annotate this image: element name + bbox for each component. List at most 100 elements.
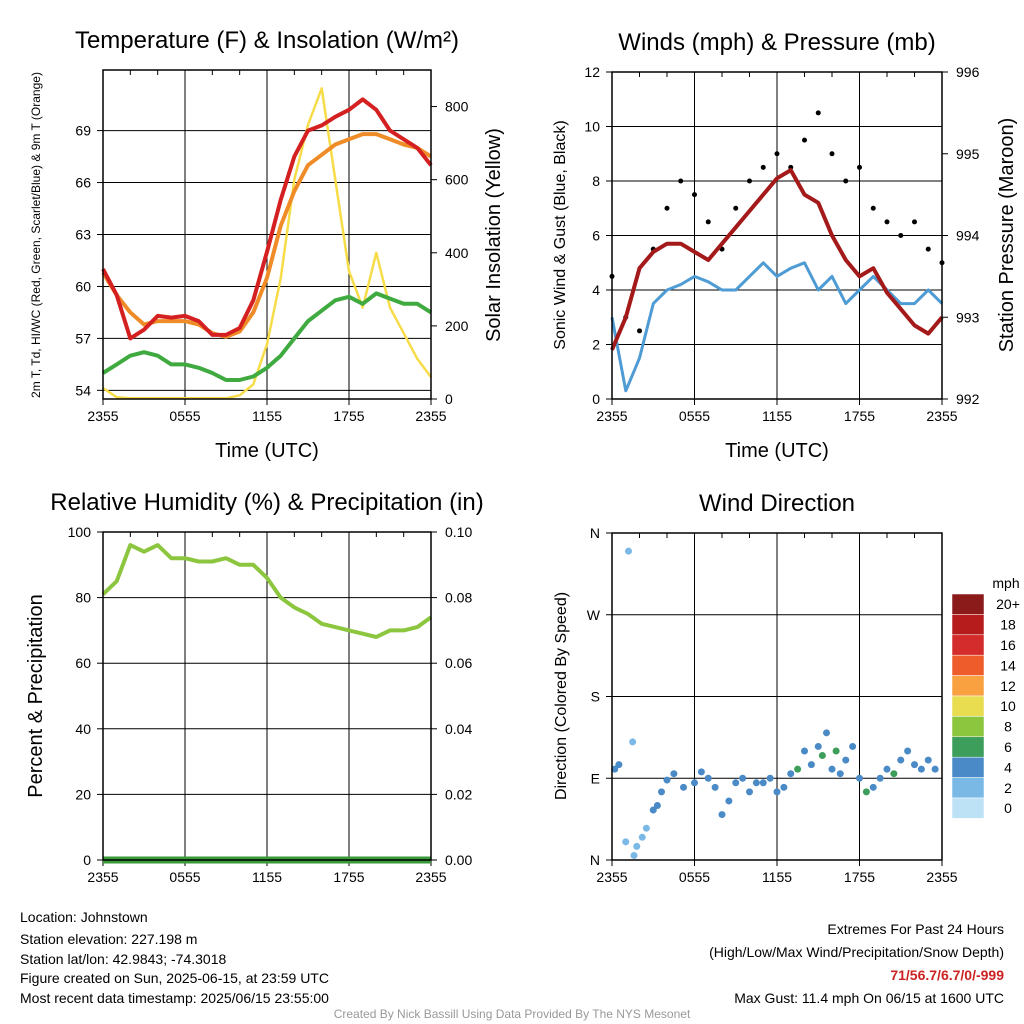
x-tick-label: 1155: [762, 408, 792, 424]
gust-point: [637, 328, 642, 334]
chart-title: Relative Humidity (%) & Precipitation (i…: [50, 489, 483, 516]
footer-elevation: Station elevation: 227.198 m: [20, 931, 198, 947]
direction-point: [633, 842, 641, 850]
legend-swatch: [951, 675, 985, 697]
x-tick-label: 1155: [252, 869, 282, 885]
series-line: [101, 291, 433, 382]
plot-border: [102, 69, 432, 400]
y-tick-label: W: [587, 607, 601, 623]
y-axis-label: Direction (Colored By Speed): [553, 592, 570, 800]
extremes-description: (High/Low/Max Wind/Precipitation/Snow De…: [709, 944, 1004, 960]
y-tick-label: 2: [592, 337, 600, 353]
x-tick-label: 1755: [333, 869, 364, 885]
y-tick-label: E: [591, 770, 600, 786]
direction-point: [794, 765, 802, 773]
x-axis-label: Time (UTC): [725, 440, 829, 462]
series-line: [101, 543, 433, 639]
x-tick-label: 1755: [333, 408, 364, 424]
gust-point: [692, 192, 697, 198]
legend-label: 0: [1004, 800, 1012, 816]
x-tick-label: 2355: [415, 869, 446, 885]
direction-point: [658, 788, 665, 796]
y2-tick-label: 995: [956, 146, 980, 162]
direction-point: [911, 761, 918, 769]
direction-point: [897, 756, 905, 764]
y-tick-label: 20: [75, 786, 91, 802]
gust-point: [912, 219, 917, 225]
gust-point: [843, 178, 849, 184]
legend-label: 18: [1000, 617, 1016, 633]
legend-title: mph: [992, 575, 1019, 591]
gust-point: [760, 164, 766, 170]
gust-point: [870, 205, 876, 211]
y-tick-label: N: [590, 852, 600, 868]
direction-point: [849, 742, 857, 750]
x-tick-label: 2355: [596, 869, 627, 885]
gust-point: [733, 205, 739, 211]
x-tick-label: 2355: [415, 408, 446, 424]
y2-tick-label: 0.02: [445, 786, 472, 802]
gust-point: [664, 205, 670, 211]
extremes-values: 71/56.7/6.7/0/-999: [890, 967, 1004, 983]
legend-label: 2: [1004, 780, 1012, 796]
direction-point: [766, 774, 774, 782]
direction-point: [890, 770, 898, 778]
x-tick-label: 2355: [87, 408, 118, 424]
gust-point: [898, 233, 904, 238]
gust-point: [747, 178, 752, 184]
direction-point: [670, 770, 678, 778]
x-tick-label: 0555: [169, 869, 200, 885]
y-tick-label: 12: [584, 64, 600, 80]
legend-label: 20+: [996, 596, 1020, 612]
footer-created: Figure created on Sun, 2025-06-15, at 23…: [20, 970, 329, 986]
direction-point: [807, 761, 815, 769]
direction-point: [862, 788, 870, 796]
series-line: [101, 97, 433, 341]
x-axis-label: Time (UTC): [215, 440, 319, 462]
gust-point: [925, 246, 931, 252]
y-tick-label: 66: [75, 175, 91, 191]
x-tick-label: 2355: [87, 869, 118, 885]
y2-tick-label: 0.00: [445, 852, 472, 868]
direction-point: [691, 779, 698, 787]
direction-point: [780, 783, 788, 791]
x-tick-label: 0555: [169, 408, 200, 424]
extremes-title: Extremes For Past 24 Hours: [827, 921, 1004, 937]
y-tick-label: 60: [75, 655, 91, 671]
y-tick-label: 40: [75, 721, 91, 737]
y-tick-label: 0: [592, 391, 600, 407]
direction-point: [801, 747, 808, 755]
gust-point: [802, 137, 807, 143]
legend-swatch: [951, 716, 985, 738]
direction-point: [856, 774, 863, 782]
legend-swatch: [951, 634, 985, 656]
y-tick-label: 100: [68, 524, 92, 540]
series-line: [101, 132, 433, 339]
direction-point: [759, 779, 767, 787]
direction-point: [739, 774, 747, 782]
y-tick-label: 63: [75, 227, 91, 243]
legend-swatch: [951, 593, 985, 615]
x-tick-label: 2355: [926, 869, 957, 885]
legend-swatch: [951, 614, 985, 636]
x-tick-label: 2355: [596, 408, 627, 424]
y-tick-label: 60: [75, 278, 91, 294]
direction-point: [725, 797, 733, 805]
legend-swatch: [951, 756, 985, 778]
y2-tick-label: 800: [445, 99, 469, 115]
direction-point: [931, 765, 939, 773]
legend-swatch: [951, 695, 985, 717]
footer-location: Location: Johnstown: [20, 909, 148, 925]
y2-tick-label: 0.08: [445, 590, 472, 606]
direction-point: [653, 802, 661, 809]
direction-point: [629, 738, 637, 746]
direction-point: [704, 774, 712, 782]
x-tick-label: 1755: [844, 408, 875, 424]
gust-point: [884, 219, 890, 225]
legend-swatch: [951, 797, 985, 819]
y2-tick-label: 400: [445, 245, 469, 261]
plot-border: [611, 532, 943, 861]
plot-border: [611, 71, 943, 400]
y2-tick-label: 993: [956, 309, 980, 325]
x-tick-label: 0555: [679, 408, 710, 424]
